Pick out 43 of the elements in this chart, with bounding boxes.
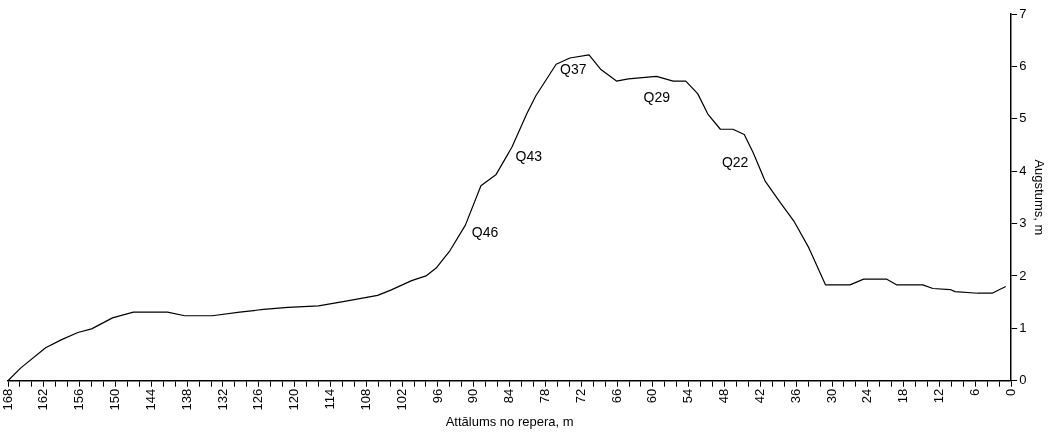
annotation: Q37 [560,61,587,78]
x-tick-label: 0 [1002,388,1018,396]
y-tick-label: 3 [1019,215,1027,231]
x-tick-label: 168 [0,388,15,411]
x-tick-label: 18 [895,388,911,404]
annotation: Q46 [471,224,499,241]
x-tick-label: 12 [931,388,947,404]
annotation: Q29 [643,88,671,105]
x-tick-label: 150 [107,388,123,411]
x-tick-label: 60 [644,388,660,404]
annotation: Q43 [515,148,543,165]
x-tick-label: 102 [393,388,409,411]
y-tick-label: 2 [1019,267,1027,283]
y-tick-label: 6 [1019,57,1027,73]
y-tick-label: 7 [1019,5,1027,21]
x-tick-label: 144 [142,388,158,411]
x-tick-label: 132 [214,388,230,411]
y-tick-label: 1 [1019,319,1027,335]
x-tick-label: 24 [859,388,875,404]
annotation: Q22 [721,153,749,170]
x-tick-label: 162 [35,388,51,411]
x-tick-label: 114 [322,388,338,410]
x-tick-label: 66 [608,388,624,404]
x-tick-label: 54 [680,388,696,404]
x-axis-title: Attālums no repera, m [445,413,574,429]
x-tick-label: 6 [966,388,982,396]
x-tick-label: 126 [250,388,266,411]
x-tick-label: 36 [787,388,803,404]
y-tick-label: 5 [1019,110,1027,126]
x-tick-label: 156 [71,388,87,411]
y-axis-title: Augstums, m [1031,159,1047,236]
x-tick-label: 78 [536,388,552,404]
x-tick-label: 90 [465,388,481,404]
y-tick-label: 4 [1019,162,1027,178]
x-tick-label: 120 [286,388,302,411]
x-tick-label: 30 [823,388,839,404]
x-tick-label: 138 [178,388,194,411]
x-tick-label: 48 [716,388,732,404]
x-tick-label: 72 [572,388,588,404]
x-tick-label: 84 [501,388,517,404]
x-tick-label: 96 [429,388,445,404]
x-tick-label: 108 [357,388,373,411]
x-tick-label: 42 [751,388,767,404]
